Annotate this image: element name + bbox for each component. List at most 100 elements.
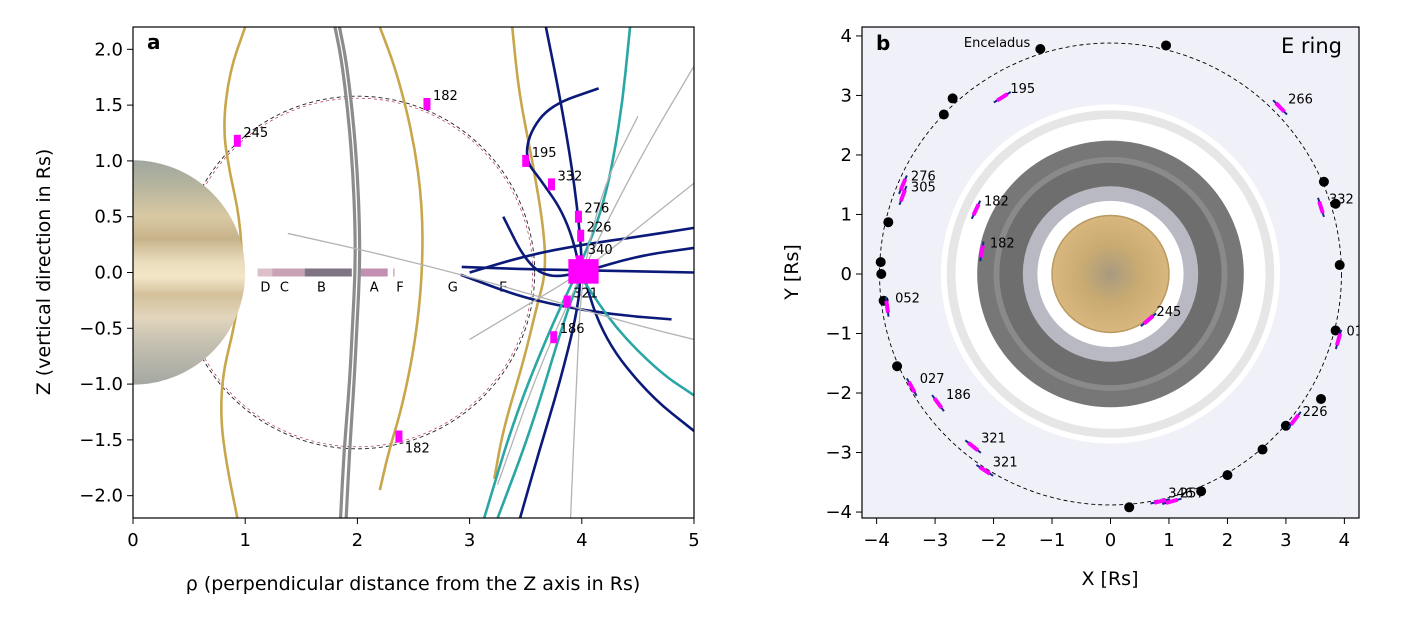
panel-a-xlabel: ρ (perpendicular distance from the Z axi… [186,573,641,595]
enceladus-position [1280,420,1291,431]
field-line [496,272,584,518]
ring-label: F [396,281,403,296]
ring-bar [393,268,395,277]
ring-bar [360,268,388,277]
enceladus-position [1161,40,1172,51]
ring-bar [272,268,305,277]
y-tick-label: −4 [825,502,852,523]
orbit-label: 195 [532,146,557,161]
point-label: 321 [981,432,1006,447]
orbit-label: 182 [405,442,430,457]
marker-segment [898,189,907,202]
point-label: 245 [1157,305,1182,320]
y-tick-label: 2.0 [94,39,123,60]
marker-segment [971,203,981,216]
enceladus-position [938,109,949,120]
orbit-label: 332 [558,169,583,184]
y-tick-label: −3 [825,443,852,464]
saturn-disc [133,160,246,385]
point-label: 257 [1180,486,1205,501]
saturn-planet [1051,214,1170,334]
panel-b-ylabel: Y [Rs] [781,244,803,301]
enceladus-position [1196,486,1207,497]
marker-segment [978,465,991,476]
point-label: 182 [984,195,1009,210]
field-line [580,277,694,397]
field-line [287,232,694,341]
enceladus-position [892,361,903,372]
field-line [378,27,424,491]
field-line [337,27,362,518]
marker-segment [1334,333,1343,346]
ring-bar [257,268,273,277]
y-tick-label: 1.0 [94,151,123,172]
x-tick-label: 4 [1339,530,1350,551]
marker-segment [884,300,890,313]
point-label: 266 [1288,92,1313,107]
enceladus-position [876,268,887,279]
y-tick-label: −2 [825,383,852,404]
point-label: 195 [1010,82,1035,97]
field-line [518,87,600,518]
point-label: 305 [911,180,936,195]
point-label: 182 [990,236,1015,251]
enceladus-orbit-circle [879,42,1342,506]
orbit-marker [522,154,530,167]
point-label: 186 [946,388,971,403]
enceladus-position [875,257,886,268]
enceladus-position [883,217,894,228]
y-tick-label: 3 [841,85,852,106]
y-tick-label: −2.0 [79,486,123,507]
black-points [875,40,1345,513]
field-line [493,27,547,480]
orbit-marker [577,229,585,242]
field-line [569,115,639,518]
x-tick-label: 4 [576,530,587,551]
orbit-label: 276 [584,202,609,217]
y-tick-label: 0.0 [94,263,123,284]
panel-a-ticks: 0 1 2 3 4 5 2.0 1.5 1.0 0.5 0.0 −0.5 −1.0 −1.5 −2.0 [79,39,699,551]
field-line [497,65,694,485]
y-tick-label: −1.5 [79,430,123,451]
point-label: 226 [1303,405,1328,420]
x-tick-label: 5 [688,530,699,551]
field-line [502,216,694,278]
enceladus-position [947,93,958,104]
point-label: 052 [895,292,920,307]
y-tick-label: 1 [841,204,852,225]
marker-segment [1153,498,1167,505]
orbit-label: 321 [573,287,598,302]
enceladus-position [1315,393,1326,404]
ring-label: G [448,281,458,296]
point-label: 321 [993,455,1018,470]
marker-segment [978,245,985,258]
field-line [333,27,357,518]
enceladus-position [1124,502,1135,513]
marker-cluster [568,259,599,284]
marker-segment [996,92,1009,103]
ring-label: C [280,281,289,296]
x-tick-label: 1 [1163,530,1174,551]
orbit-marker [548,178,556,191]
ring-label: A [370,281,379,296]
x-tick-label: −2 [980,530,1007,551]
y-tick-label: 4 [841,26,852,47]
y-tick-label: 0 [841,264,852,285]
x-tick-label: 0 [1105,530,1116,551]
marker-segment [967,441,980,452]
x-tick-label: −4 [863,530,890,551]
enceladus-position [1035,44,1046,55]
x-tick-label: 2 [1222,530,1233,551]
x-tick-label: 3 [1280,530,1291,551]
enceladus-position [1330,325,1341,336]
point-label: 014 [1347,324,1372,339]
x-tick-label: 3 [464,530,475,551]
ring-system [940,104,1281,444]
y-tick-label: −1.0 [79,374,123,395]
